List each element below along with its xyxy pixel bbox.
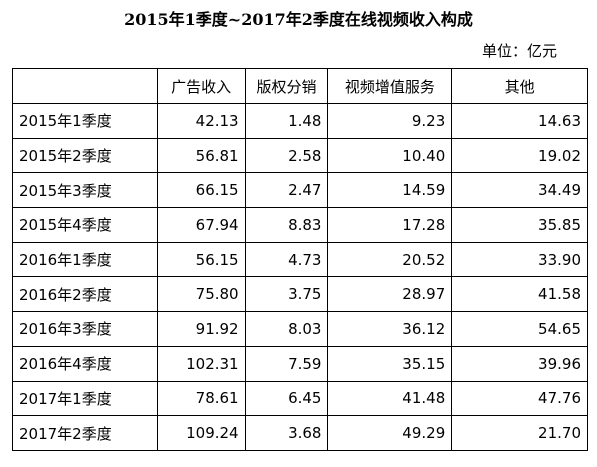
- value-cell: 17.28: [327, 207, 453, 243]
- value-cell: 75.80: [156, 276, 246, 313]
- header-cell: 广告收入: [156, 68, 246, 104]
- row: 2015年3季度 66.15 2.47 14.59 34.49: [12, 172, 588, 209]
- header-row: 广告收入 版权分销 视频增值服务 其他: [12, 68, 588, 104]
- value-cell: 2.47: [244, 172, 329, 209]
- header-cell: 版权分销: [244, 68, 329, 104]
- row: 2017年1季度 78.61 6.45 41.48 47.76: [12, 380, 588, 417]
- value-cell: 2.58: [244, 137, 329, 174]
- value-cell: 39.96: [451, 345, 588, 382]
- header-cell: 视频增值服务: [327, 68, 453, 104]
- period-cell: 2015年2季度: [12, 137, 158, 174]
- value-cell: 109.24: [156, 415, 246, 451]
- period-cell: 2015年3季度: [12, 172, 158, 209]
- value-cell: 41.58: [451, 276, 588, 313]
- value-cell: 4.73: [244, 241, 329, 278]
- row: 2016年3季度 91.92 8.03 36.12 54.65: [12, 311, 588, 347]
- header-cell: [12, 68, 158, 104]
- header-cell: 其他: [451, 68, 588, 104]
- value-cell: 54.65: [451, 311, 588, 347]
- period-cell: 2015年1季度: [12, 103, 158, 139]
- value-cell: 21.70: [451, 415, 588, 451]
- value-cell: 3.68: [244, 415, 329, 451]
- period-cell: 2016年1季度: [12, 241, 158, 278]
- row: 2016年4季度 102.31 7.59 35.15 39.96: [12, 345, 588, 382]
- value-cell: 67.94: [156, 207, 246, 243]
- row: 2015年1季度 42.13 1.48 9.23 14.63: [12, 103, 588, 139]
- row: 2017年2季度 109.24 3.68 49.29 21.70: [12, 415, 588, 451]
- period-cell: 2015年4季度: [12, 207, 158, 243]
- value-cell: 66.15: [156, 172, 246, 209]
- value-cell: 56.15: [156, 241, 246, 278]
- table: 广告收入 版权分销 视频增值服务 其他 2015年1季度 42.13 1.48 9.23 14.…: [12, 68, 588, 451]
- row: 2016年2季度 75.80 3.75 28.97 41.58: [12, 276, 588, 313]
- value-cell: 91.92: [156, 311, 246, 347]
- value-cell: 28.97: [327, 276, 453, 313]
- value-cell: 20.52: [327, 241, 453, 278]
- period-cell: 2016年2季度: [12, 276, 158, 313]
- value-cell: 6.45: [244, 380, 329, 417]
- value-cell: 41.48: [327, 380, 453, 417]
- value-cell: 19.02: [451, 137, 588, 174]
- period-cell: 2017年2季度: [12, 415, 158, 451]
- row: 2016年1季度 56.15 4.73 20.52 33.90: [12, 241, 588, 278]
- value-cell: 36.12: [327, 311, 453, 347]
- period-cell: 2017年1季度: [12, 380, 158, 417]
- unit: 单位：亿元: [481, 42, 557, 60]
- value-cell: 56.81: [156, 137, 246, 174]
- value-cell: 35.85: [451, 207, 588, 243]
- value-cell: 3.75: [244, 276, 329, 313]
- row: 2015年2季度 56.81 2.58 10.40 19.02: [12, 137, 588, 174]
- row: 2015年4季度 67.94 8.83 17.28 35.85: [12, 207, 588, 243]
- period-cell: 2016年4季度: [12, 345, 158, 382]
- value-cell: 1.48: [244, 103, 329, 139]
- period-cell: 2016年3季度: [12, 311, 158, 347]
- value-cell: 9.23: [327, 103, 453, 139]
- value-cell: 33.90: [451, 241, 588, 278]
- value-cell: 10.40: [327, 137, 453, 174]
- value-cell: 35.15: [327, 345, 453, 382]
- value-cell: 14.63: [451, 103, 588, 139]
- value-cell: 78.61: [156, 380, 246, 417]
- value-cell: 8.83: [244, 207, 329, 243]
- value-cell: 8.03: [244, 311, 329, 347]
- value-cell: 14.59: [327, 172, 453, 209]
- value-cell: 102.31: [156, 345, 246, 382]
- title: 2015年1季度~2017年2季度在线视频收入构成: [124, 10, 473, 29]
- value-cell: 7.59: [244, 345, 329, 382]
- value-cell: 47.76: [451, 380, 588, 417]
- value-cell: 49.29: [327, 415, 453, 451]
- value-cell: 42.13: [156, 103, 246, 139]
- value-cell: 34.49: [451, 172, 588, 209]
